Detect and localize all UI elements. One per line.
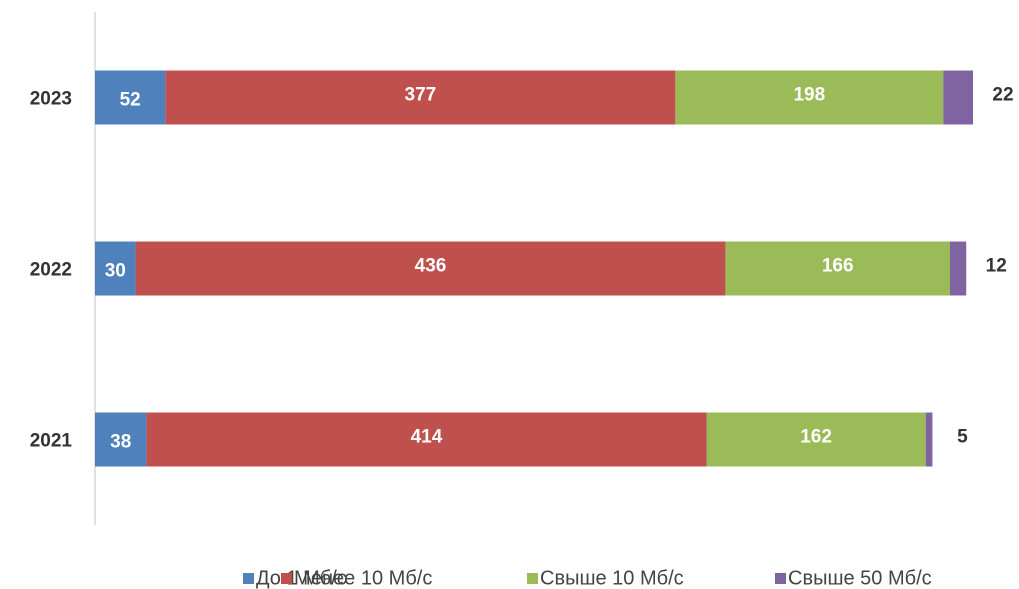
legend-swatch [775,573,786,584]
bar-segment [146,412,707,467]
bar-segment [135,241,726,296]
data-label: 22 [992,85,1013,106]
bar-segment [725,241,951,296]
data-label: 436 [415,256,447,277]
y-tick-label: 2021 [30,431,73,452]
bar-segment [95,412,147,467]
bar-segment [165,70,676,125]
legend-label: Менее 10 Мб/с [294,567,432,589]
data-label: 5 [957,427,968,448]
legend-label: Свыше 10 Мб/с [540,567,684,589]
legend-label: До 1 Мб/с [256,567,347,589]
data-label: 38 [110,432,131,453]
bar-segment [925,412,933,467]
data-label: 162 [800,427,832,448]
bar-segment [706,412,926,467]
y-tick-label: 2023 [30,89,72,110]
data-label: 198 [793,85,825,106]
legend-swatch [281,573,292,584]
y-tick-label: 2022 [30,260,72,281]
data-label: 166 [822,256,854,277]
bar-segment [950,241,967,296]
data-label: 414 [411,427,443,448]
data-label: 30 [105,261,126,282]
bar-segment [675,70,944,125]
bar-segment [95,70,166,125]
data-label: 377 [405,85,437,106]
bar-segment [95,241,136,296]
legend-swatch [527,573,538,584]
data-label: 12 [986,256,1007,277]
bar-segment [943,70,973,125]
legend-label: Свыше 50 Мб/с [788,567,932,589]
legend-swatch [243,573,254,584]
data-label: 52 [120,90,141,111]
